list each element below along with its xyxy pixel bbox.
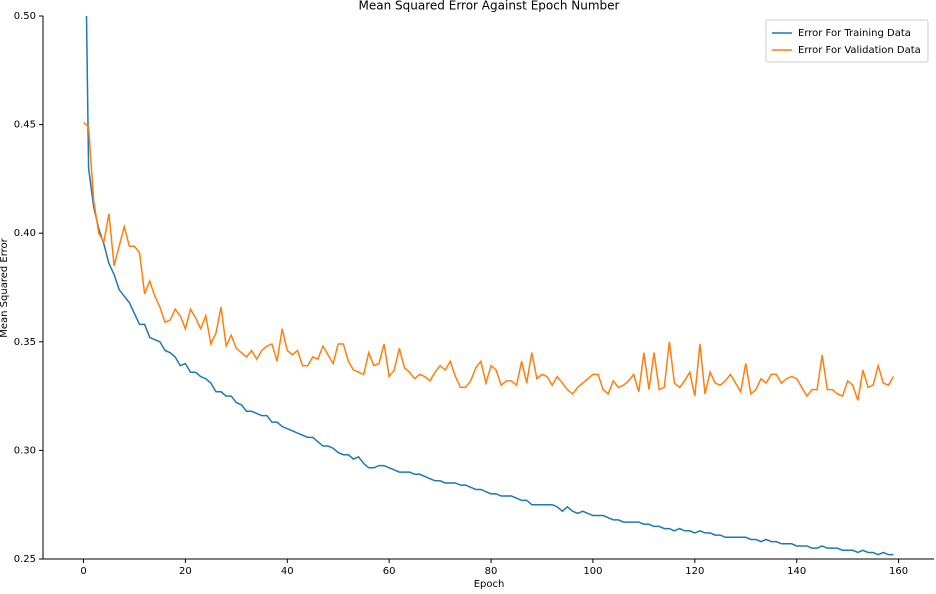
x-tick-label: 40 [281,566,294,577]
y-tick-label: 0.25 [14,554,36,565]
y-tick-label: 0.50 [14,11,36,22]
y-axis-label: Mean Squared Error [0,237,10,337]
y-tick-label: 0.40 [14,228,36,239]
x-tick-label: 60 [383,566,396,577]
x-axis-label: Epoch [474,579,505,590]
x-tick-label: 20 [179,566,192,577]
data-line [85,16,894,556]
legend-label: Error For Validation Data [798,45,921,56]
y-tick-label: 0.30 [14,445,36,456]
x-tick-label: 140 [787,566,806,577]
data-line [83,121,895,401]
y-tick-label: 0.45 [14,120,36,131]
x-tick-label: 80 [485,566,498,577]
legend-box [765,19,929,63]
x-tick-label: 120 [685,566,704,577]
plot-area [83,16,895,556]
legend-label: Error For Training Data [798,28,911,39]
chart-title: Mean Squared Error Against Epoch Number [359,0,620,13]
y-tick-label: 0.35 [14,337,36,348]
x-tick-label: 160 [889,566,908,577]
x-tick-label: 0 [80,566,86,577]
x-tick-label: 100 [583,566,602,577]
